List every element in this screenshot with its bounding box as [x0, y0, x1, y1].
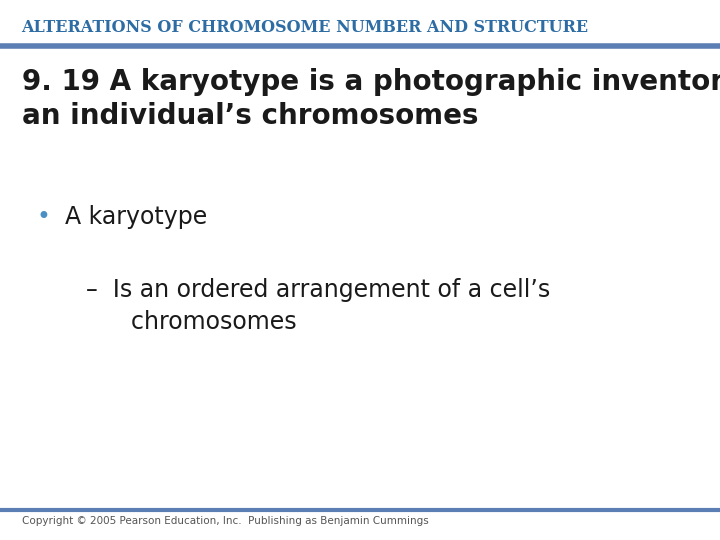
Text: 9. 19 A karyotype is a photographic inventory of
an individual’s chromosomes: 9. 19 A karyotype is a photographic inve…	[22, 68, 720, 130]
Text: –  Is an ordered arrangement of a cell’s
      chromosomes: – Is an ordered arrangement of a cell’s …	[86, 278, 551, 334]
Text: •: •	[36, 205, 50, 229]
Text: Copyright © 2005 Pearson Education, Inc.  Publishing as Benjamin Cummings: Copyright © 2005 Pearson Education, Inc.…	[22, 516, 428, 526]
Text: A karyotype: A karyotype	[65, 205, 207, 229]
Text: ALTERATIONS OF CHROMOSOME NUMBER AND STRUCTURE: ALTERATIONS OF CHROMOSOME NUMBER AND STR…	[22, 19, 589, 36]
